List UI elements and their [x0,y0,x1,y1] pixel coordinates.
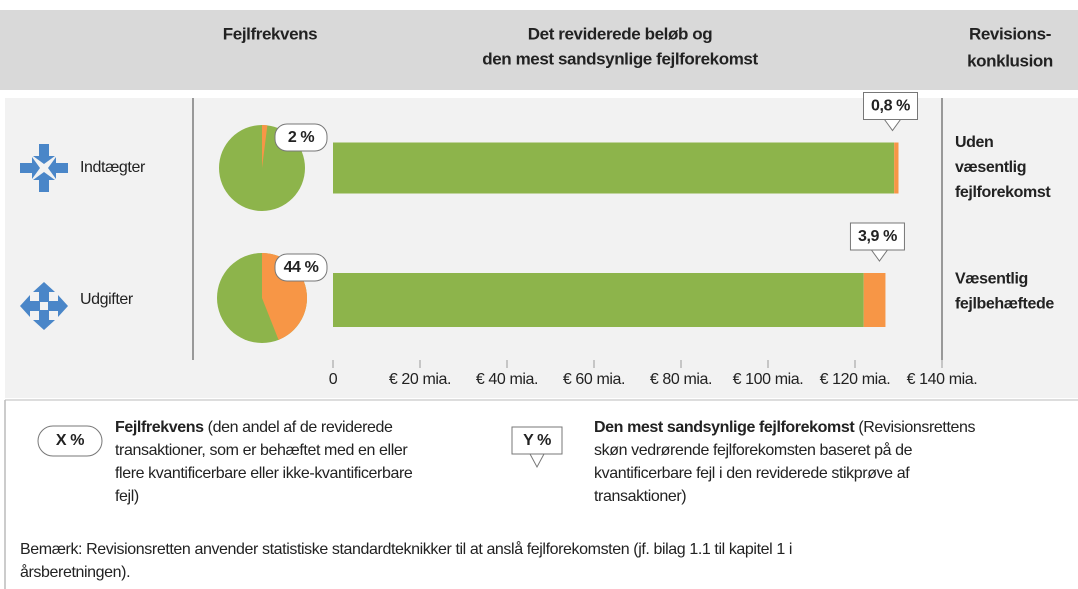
legend-y-line: Den mest sandsynlige fejlforekomst (Revi… [594,419,976,436]
header-amount: den mest sandsynlige fejlforekomst [482,49,758,68]
bar-segment [863,273,886,327]
x-tick-label: € 60 mia. [563,371,625,388]
legend-key-y [511,426,563,455]
header-band [0,10,1078,90]
pie-slice [262,125,268,168]
conclusion: Væsentlig [955,271,1028,288]
error-callout [849,222,905,251]
conclusion: fejlforekomst [955,184,1051,201]
note: Bemærk: Revisionsretten anvender statist… [20,540,792,558]
legend-y-text: kvantificerbare fejl i den reviderede st… [594,465,910,482]
icon-converge [20,144,68,192]
x-tick-label: € 40 mia. [476,371,538,388]
x-tick-label: € 80 mia. [650,371,712,388]
error-label: 0,8 % [871,98,910,115]
legend-x-text: (den andel af de reviderede [208,419,393,436]
legend-y-text: skøn vedrørende fejlforekomsten baseret … [594,441,913,459]
legend-x-term: Fejlfrekvens [115,419,204,436]
legend-x-text: flere kvantificerbare eller ikke-kvantif… [115,465,413,482]
conclusion: Uden [955,134,993,151]
x-tick-label: 0 [329,371,338,388]
legend-y-term: Den mest sandsynlige fejlforekomst [594,419,855,436]
legend-y-text: transaktioner) [594,488,686,505]
pie-label: 2 % [288,129,315,146]
note: årsberetningen). [20,563,130,581]
icon-diverge [20,282,68,330]
pie-label: 44 % [284,259,319,276]
x-tick-label: € 140 mia. [907,371,978,388]
legend-key-x-label: X % [56,432,84,449]
legend-key-x [37,425,103,457]
x-tick-label: € 100 mia. [733,371,804,388]
bar-segment [333,142,895,194]
category-label: Udgifter [80,291,134,308]
conclusion: fejlbehæftede [955,296,1054,313]
conclusion: væsentlig [955,159,1026,176]
error-label: 3,9 % [858,228,897,245]
header-amount: Det reviderede beløb og [528,24,712,43]
legend-x-text: transaktioner, som er behæftet med en el… [115,442,408,459]
legend-y-text: (Revisionsrettens [858,419,975,436]
header-conclusion: konklusion [967,51,1053,70]
error-callout [863,92,918,120]
bar-segment [333,273,864,327]
bar-segment [894,142,899,194]
legend-x-text: fejl) [115,488,139,505]
x-tick-label: € 120 mia. [820,371,891,388]
pie-label-box [274,123,328,152]
error-callout-pointer [883,119,902,132]
error-callout-pointer [870,249,889,262]
header-frequency: Fejlfrekvens [223,24,317,43]
legend-x-line: Fejlfrekvens (den andel af de reviderede [115,419,393,436]
pie-label-box [274,253,328,282]
x-tick-label: € 20 mia. [389,371,451,388]
header-conclusion: Revisions- [969,24,1051,43]
legend-key-y-label: Y % [523,432,551,449]
legend-key-y-pointer [529,453,545,469]
category-label: Indtægter [80,159,146,176]
